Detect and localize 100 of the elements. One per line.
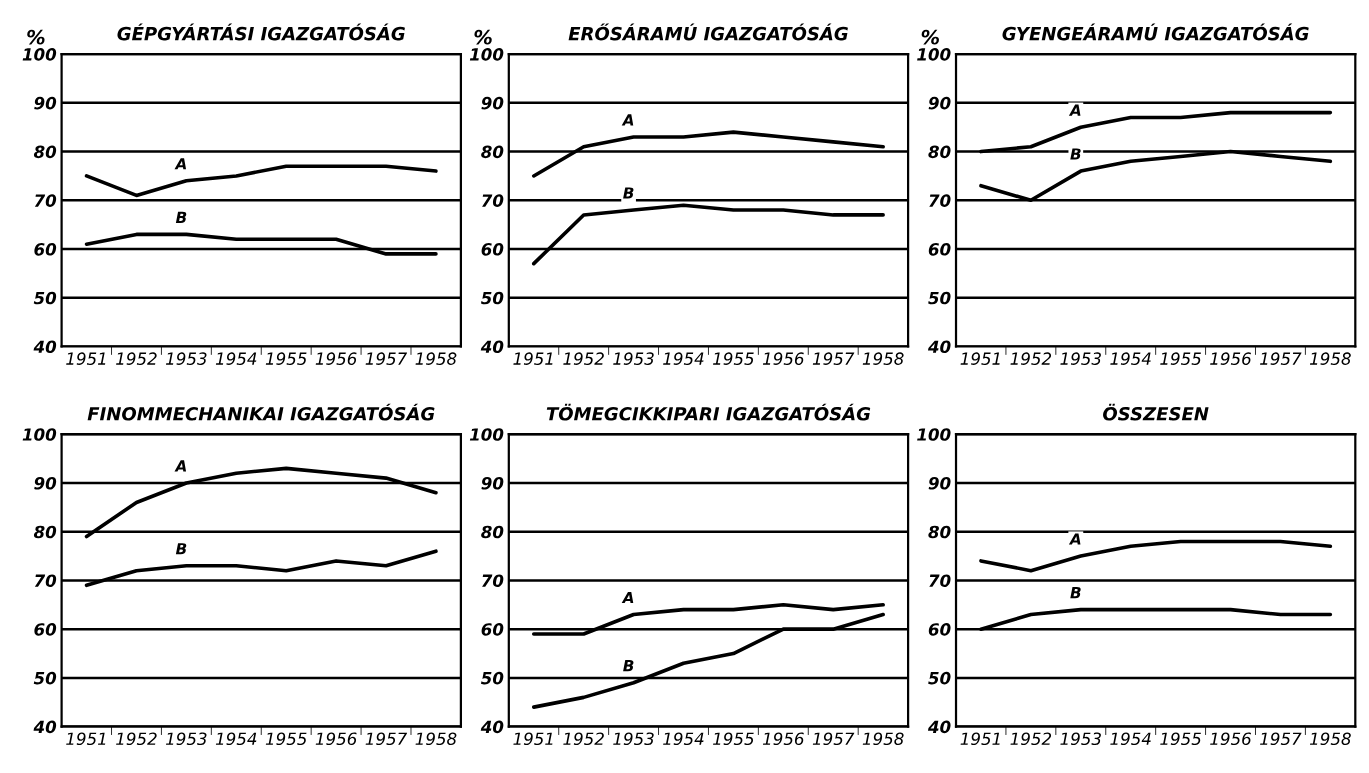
y-tick-label: 100 [22, 48, 57, 61]
y-tick-label: 50 [33, 671, 57, 685]
x-tick-label: 1951 [66, 352, 106, 365]
series-label: B [1070, 148, 1081, 160]
x-tick-label: 1952 [1010, 352, 1052, 365]
y-tick-label: 100 [917, 48, 951, 61]
y-tick-label: 70 [482, 574, 504, 587]
x-tick-label: 1957 [812, 732, 855, 746]
x-tick-label: 1954 [663, 352, 704, 365]
y-tick-label: 90 [34, 96, 57, 110]
x-tick-label: 1957 [1260, 732, 1302, 746]
y-tick-label: 60 [928, 243, 951, 256]
x-tick-label: 1953 [613, 732, 654, 746]
y-tick-label: 50 [480, 671, 504, 685]
y-tick-label: 40 [480, 340, 504, 354]
x-tick-label: 1953 [165, 732, 207, 746]
y-tick-label: 40 [33, 340, 57, 354]
x-tick-label: 1951 [960, 352, 1000, 365]
x-tick-label: 1958 [1309, 352, 1351, 365]
x-tick-label: 1952 [563, 732, 604, 746]
y-tick-label: 100 [469, 428, 504, 441]
y-tick-label: 80 [928, 145, 951, 159]
y-tick-label: 50 [480, 291, 504, 305]
x-tick-label: 1957 [812, 352, 855, 365]
y-axis-title: % [921, 29, 939, 45]
series-label: A [621, 591, 634, 604]
x-tick-label: 1955 [713, 732, 754, 746]
y-tick-label: 40 [927, 340, 951, 354]
y-axis-title: % [27, 29, 45, 45]
chart-title: ÖSSZESEN [1103, 403, 1209, 421]
x-tick-label: 1956 [762, 732, 804, 746]
x-tick-label: 1956 [315, 732, 357, 746]
x-tick-label: 1951 [513, 732, 553, 746]
x-tick-label: 1955 [1160, 352, 1201, 365]
y-tick-label: 80 [928, 525, 951, 539]
x-tick-label: 1951 [513, 352, 553, 365]
y-tick-label: 60 [34, 623, 57, 636]
series-label: B [175, 543, 187, 555]
chart-title: GÉPGYÁRTÁSI IGAZGATÓSÁG [117, 23, 405, 41]
x-tick-label: 1958 [862, 732, 904, 746]
x-tick-label: 1954 [215, 352, 257, 365]
x-tick-label: 1958 [415, 732, 457, 746]
y-tick-label: 60 [34, 243, 57, 256]
x-tick-label: 1956 [1210, 352, 1251, 365]
y-tick-label: 100 [22, 428, 57, 441]
x-tick-label: 1953 [1060, 352, 1101, 365]
y-tick-label: 50 [928, 671, 951, 685]
y-tick-label: 40 [927, 720, 951, 734]
x-tick-label: 1956 [315, 352, 357, 365]
y-tick-label: 80 [481, 145, 504, 159]
x-tick-label: 1957 [365, 732, 408, 746]
y-tick-label: 70 [929, 194, 951, 207]
y-tick-label: 40 [33, 720, 57, 734]
x-tick-label: 1951 [66, 732, 106, 746]
x-tick-label: 1951 [960, 732, 1000, 746]
x-tick-label: 1954 [1110, 732, 1151, 746]
x-tick-label: 1952 [116, 732, 157, 746]
series-label: B [623, 660, 634, 672]
x-tick-label: 1955 [265, 352, 307, 365]
y-tick-label: 70 [929, 574, 951, 587]
x-tick-label: 1953 [1060, 732, 1101, 746]
y-tick-label: 60 [481, 243, 504, 256]
x-tick-label: 1952 [563, 352, 604, 365]
x-tick-label: 1954 [215, 732, 257, 746]
series-label: A [621, 114, 634, 126]
x-tick-label: 1957 [1260, 352, 1302, 365]
x-tick-label: 1958 [1309, 732, 1351, 746]
y-tick-label: 60 [481, 623, 504, 636]
x-tick-label: 1955 [1160, 732, 1201, 746]
y-tick-label: 50 [928, 291, 951, 305]
x-tick-label: 1953 [165, 352, 207, 365]
series-label: B [623, 187, 634, 199]
chart-title: GYENGEÁRAMÚ IGAZGATÓSÁG [1002, 23, 1309, 41]
series-label: B [175, 211, 187, 223]
y-tick-label: 90 [481, 476, 504, 490]
y-tick-label: 70 [482, 194, 504, 207]
y-tick-label: 70 [34, 574, 57, 587]
x-tick-label: 1958 [415, 352, 457, 365]
x-tick-label: 1956 [762, 352, 804, 365]
chart-title: TÖMEGCIKKIPARI IGAZGATÓSÁG [546, 403, 871, 421]
chart-title: FINOMMECHANIKAI IGAZGATÓSÁG [87, 403, 435, 421]
series-label: B [1070, 587, 1081, 599]
y-tick-label: 90 [481, 96, 504, 110]
y-tick-label: 90 [34, 476, 57, 490]
x-tick-label: 1955 [265, 732, 307, 746]
x-tick-label: 1952 [116, 352, 157, 365]
y-tick-label: 50 [33, 291, 57, 305]
x-tick-label: 1956 [1210, 732, 1251, 746]
x-tick-label: 1957 [365, 352, 408, 365]
y-tick-label: 90 [928, 96, 951, 110]
y-tick-label: 80 [481, 525, 504, 539]
y-tick-label: 60 [928, 623, 951, 636]
chart-title: ERŐSÁRAMÚ IGAZGATÓSÁG [568, 23, 848, 41]
y-tick-label: 100 [917, 428, 951, 441]
y-tick-label: 40 [480, 720, 504, 734]
y-tick-label: 80 [33, 145, 57, 159]
y-tick-label: 70 [34, 194, 57, 207]
y-tick-label: 80 [33, 525, 57, 539]
x-tick-label: 1955 [713, 352, 754, 365]
series-label: A [174, 158, 187, 170]
